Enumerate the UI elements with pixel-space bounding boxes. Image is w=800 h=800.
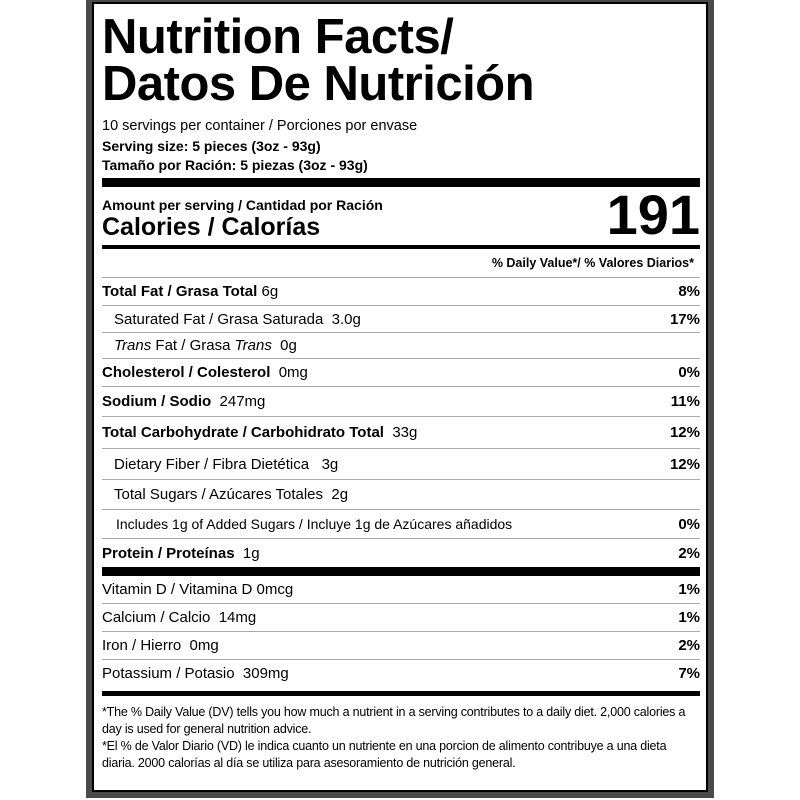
vitamin-amount: 14mg [218, 609, 257, 626]
nutrient-pct: 11% [670, 393, 700, 410]
nutrient-amount: 33g [392, 424, 418, 441]
nutrient-name: Cholesterol / Colesterol [102, 364, 271, 381]
vitamin-row-calcium: Calcium / Calcio 14mg 1% [102, 603, 700, 631]
nutrient-name: Total Sugars / Azúcares Totales [114, 486, 324, 503]
nutrient-row-total-sugars: Total Sugars / Azúcares Totales 2g [102, 479, 700, 509]
nutrient-row-total-fat: Total Fat / Grasa Total 6g 8% [102, 277, 700, 305]
nutrient-amount: 0g [280, 337, 297, 354]
nutrient-pct: 2% [678, 544, 700, 562]
footnote-english: *The % Daily Value (DV) tells you how mu… [102, 705, 686, 736]
vitamin-name: Iron / Hierro [102, 637, 182, 654]
nutrient-pct: 8% [678, 283, 700, 300]
nutrient-name: Includes 1g of Added Sugars / Incluye 1g… [116, 516, 513, 532]
nutrient-pct: 12% [669, 424, 700, 441]
nutrient-name: Sodium / Sodio [102, 393, 212, 410]
nutrient-amount: 6g [261, 283, 279, 300]
vitamin-amount: 0mcg [256, 581, 294, 598]
serving-size-spanish: Tamaño por Ración: 5 piezas (3oz - 93g) [102, 157, 368, 173]
vitamin-pct: 2% [678, 637, 700, 654]
nutrient-row-protein: Protein / Proteínas 1g 2% [102, 538, 700, 567]
nutrient-row-added-sugars: Includes 1g of Added Sugars / Incluye 1g… [102, 509, 700, 538]
vitamin-amount: 0mg [189, 637, 219, 654]
nutrient-row-trans-fat: Trans Fat / Grasa Trans 0g [102, 332, 700, 358]
calories-section: Amount per serving / Cantidad por Ración… [102, 187, 700, 245]
servings-per-container: 10 servings per container / Porciones po… [102, 118, 418, 134]
nutrient-amount: 247mg [219, 393, 266, 410]
daily-value-header: % Daily Value*/ % Valores Diarios* [491, 256, 694, 270]
amount-per-serving: Amount per serving / Cantidad por Ración [102, 197, 383, 213]
vitamin-name: Potassium / Potasio [102, 665, 235, 682]
nutrient-row-sodium: Sodium / Sodio 247mg 11% [102, 386, 700, 416]
nutrient-name: Total Fat / Grasa Total [102, 283, 258, 300]
nutrient-pct: 0% [678, 364, 700, 381]
title-spanish: Datos De Nutrición [102, 57, 535, 111]
vitamin-pct: 1% [678, 609, 700, 626]
calories-label: Calories / Calorías [102, 213, 321, 241]
nutrient-name: Total Carbohydrate / Carbohidrato Total [102, 424, 384, 441]
medium-divider [102, 245, 700, 249]
title-english: Nutrition Facts/ [102, 10, 454, 64]
nutrient-name: Fat / Grasa [151, 337, 235, 354]
nutrient-row-total-carbohydrate: Total Carbohydrate / Carbohidrato Total … [102, 416, 700, 448]
thick-divider [102, 567, 700, 576]
nutrient-amount: 3.0g [331, 310, 361, 328]
nutrient-amount: 1g [242, 544, 260, 562]
vitamin-amount: 309mg [242, 665, 289, 682]
nutrient-name: Protein / Proteínas [102, 544, 235, 562]
nutrient-name: Saturated Fat / Grasa Saturada [114, 310, 324, 328]
calories-value: 191 [606, 183, 700, 246]
vitamin-name: Vitamin D / Vitamina D [102, 581, 253, 598]
nutrient-amount: 0mg [278, 364, 308, 381]
nutrition-label: Nutrition Facts/ Datos De Nutrición 10 s… [86, 0, 714, 798]
footnote: *The % Daily Value (DV) tells you how mu… [102, 696, 700, 772]
nutrient-amount: 2g [331, 486, 349, 503]
vitamin-pct: 7% [678, 665, 700, 682]
label-title: Nutrition Facts/ Datos De Nutrición [102, 10, 700, 111]
serving-size: Serving size: 5 pieces (3oz - 93g) [102, 138, 321, 154]
thick-divider [102, 178, 700, 187]
vitamin-row-vitamin-d: Vitamin D / Vitamina D 0mcg 1% [102, 576, 700, 603]
nutrient-amount: 3g [321, 455, 339, 473]
nutrient-row-cholesterol: Cholesterol / Colesterol 0mg 0% [102, 358, 700, 386]
vitamin-row-potassium: Potassium / Potasio 309mg 7% [102, 659, 700, 687]
nutrient-row-dietary-fiber: Dietary Fiber / Fibra Dietética 3g 12% [102, 448, 700, 479]
nutrient-name: Trans [234, 337, 272, 354]
nutrient-name: Trans [114, 337, 152, 354]
footnote-spanish: *El % de Valor Diario (VD) le indica cua… [102, 739, 667, 770]
nutrient-name: Dietary Fiber / Fibra Dietética [114, 455, 310, 473]
vitamin-name: Calcium / Calcio [102, 609, 211, 626]
nutrient-pct: 0% [678, 515, 700, 533]
medium-divider [102, 691, 700, 696]
nutrient-row-saturated-fat: Saturated Fat / Grasa Saturada 3.0g 17% [102, 305, 700, 332]
vitamin-row-iron: Iron / Hierro 0mg 2% [102, 631, 700, 659]
nutrient-pct: 12% [669, 455, 700, 473]
nutrient-pct: 17% [669, 310, 700, 328]
vitamin-pct: 1% [678, 581, 700, 598]
